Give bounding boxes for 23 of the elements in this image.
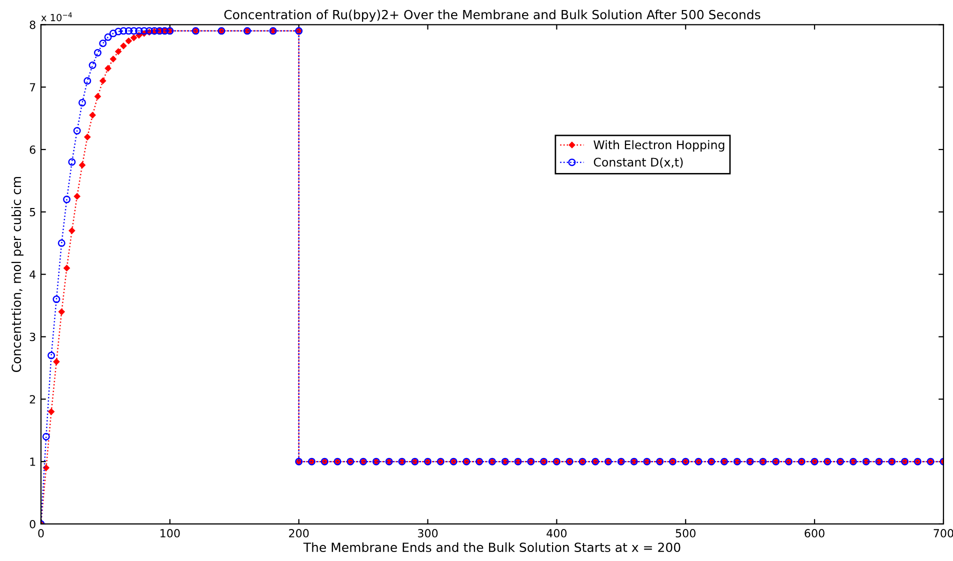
x-tick-label: 200 [289, 529, 309, 538]
y-axis-title: Concentrtion, mol per cubic cm [11, 176, 24, 372]
y-tick-label: 7 [30, 83, 36, 92]
x-tick-label: 0 [38, 529, 44, 538]
legend-label: With Electron Hopping [594, 140, 724, 152]
text: x 10$^{−4}$ [41, 12, 72, 22]
legend-label: Constant D(x,t) [594, 158, 683, 168]
y-tick-label: 1 [30, 458, 36, 466]
x-tick-label: 600 [804, 529, 824, 538]
y-tick-label: 2 [30, 395, 36, 404]
chart-title: Concentration of Ru(bpy)2+ Over the Membrane and Bulk Solution After 500 Seconds [224, 10, 760, 22]
y-tick-label: 8 [30, 20, 36, 30]
y-tick-label: 0 [30, 520, 36, 528]
x-tick-label: 100 [160, 529, 180, 538]
y-tick-label: 5 [30, 208, 36, 216]
x-tick-label: 700 [934, 529, 953, 538]
x-axis-title: The Membrane Ends and the Bulk Solution Starts at x = 200 [303, 542, 680, 552]
y-tick-label: 3 [30, 332, 36, 342]
x-tick-label: 400 [546, 529, 567, 538]
x-tick-label: 300 [418, 529, 438, 538]
x-tick-label: 500 [676, 529, 696, 538]
y-tick-label: 4 [30, 270, 36, 279]
y-tick-label: 6 [30, 145, 36, 154]
